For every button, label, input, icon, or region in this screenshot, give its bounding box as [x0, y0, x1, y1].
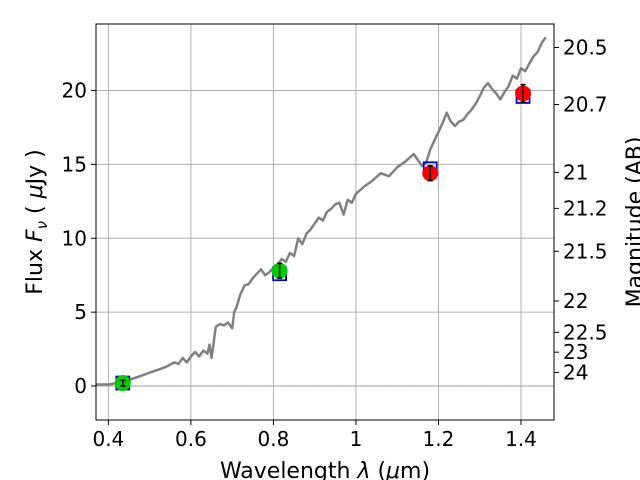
magnitude-tick-label: 21 — [563, 160, 588, 184]
x-tick-label: 1 — [350, 427, 363, 451]
x-axis-label: Wavelength λ (μm) — [220, 459, 430, 480]
y-tick-label: 5 — [74, 300, 87, 324]
magnitude-tick-label: 20.7 — [563, 92, 608, 116]
x-axis-ticks: 0.4 0.6 0.8 1 1.2 1.4 — [92, 420, 537, 451]
magnitude-tick-label: 22.5 — [563, 320, 608, 344]
x-tick-label: 1.2 — [423, 427, 455, 451]
magnitude-tick-label: 24 — [563, 361, 588, 385]
x-tick-label: 0.4 — [92, 427, 124, 451]
magnitude-tick-label: 21.5 — [563, 239, 608, 263]
y-tick-label: 10 — [62, 226, 87, 250]
grid-lines — [96, 24, 554, 420]
y-tick-label: 0 — [74, 374, 87, 398]
magnitude-tick-label: 21.2 — [563, 196, 608, 220]
x-tick-label: 1.4 — [505, 427, 537, 451]
model-markers — [115, 89, 531, 391]
magnitude-tick-label: 23 — [563, 340, 588, 364]
magnitude-tick-label: 20.5 — [563, 36, 608, 60]
magnitude-axis-label: Magnitude (AB) — [623, 137, 640, 308]
y-tick-label: 15 — [62, 152, 87, 176]
observed-points — [114, 83, 532, 392]
plot-frame — [95, 23, 555, 421]
y-axis-label: Flux Fν ( μJy ) — [23, 149, 51, 294]
y-axis-ticks: 0 5 10 15 20 — [62, 78, 96, 398]
x-tick-label: 0.8 — [258, 427, 290, 451]
spectrum-series — [96, 36, 547, 386]
y-tick-label: 20 — [62, 78, 87, 102]
spectrum-line — [96, 36, 547, 386]
x-tick-label: 0.6 — [175, 427, 207, 451]
magnitude-tick-label: 22 — [563, 289, 588, 313]
